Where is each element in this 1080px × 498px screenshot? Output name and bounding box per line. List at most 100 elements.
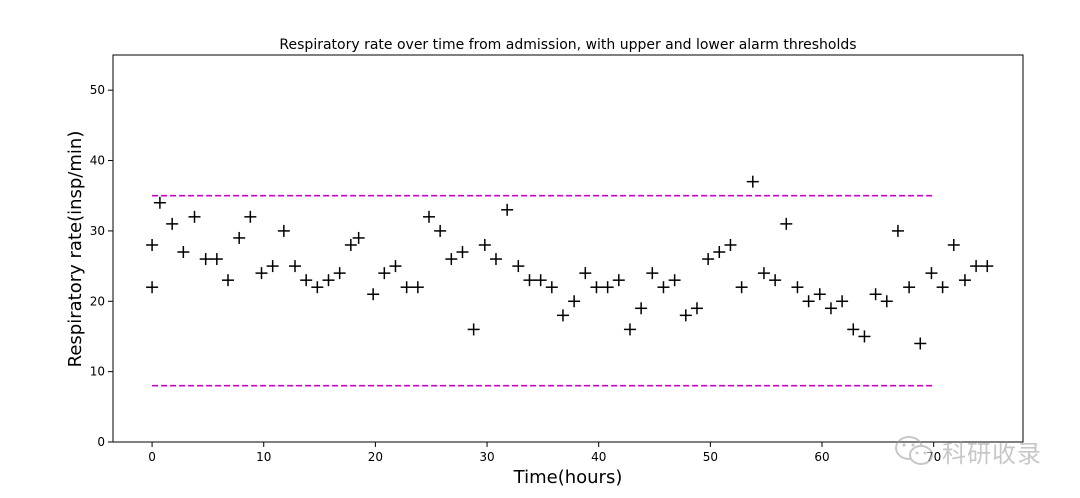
- data-point: [545, 281, 558, 294]
- data-points: [146, 175, 994, 350]
- x-tick-label: 60: [814, 450, 829, 464]
- data-point: [635, 302, 648, 315]
- data-point: [813, 288, 826, 301]
- data-point: [222, 274, 235, 287]
- data-point: [478, 238, 491, 251]
- data-point: [869, 288, 882, 301]
- y-tick-label: 40: [90, 154, 105, 168]
- y-axis: 0 10 20 30 40 50: [90, 83, 113, 449]
- data-point: [702, 253, 715, 266]
- y-tick-label: 50: [90, 83, 105, 97]
- data-point: [389, 260, 402, 273]
- data-point: [311, 281, 324, 294]
- data-point: [914, 337, 927, 350]
- data-point: [568, 295, 581, 308]
- data-point: [534, 274, 547, 287]
- data-point: [847, 323, 860, 336]
- data-point: [411, 281, 424, 294]
- watermark: 科研收录: [894, 433, 1042, 469]
- data-point: [947, 238, 960, 251]
- data-point: [153, 196, 166, 209]
- data-point: [400, 281, 413, 294]
- data-point: [146, 281, 159, 294]
- data-point: [456, 246, 469, 259]
- data-point: [333, 267, 346, 280]
- data-point: [467, 323, 480, 336]
- data-point: [501, 203, 514, 216]
- data-point: [322, 274, 335, 287]
- x-axis: 0 10 20 30 40 50 60 70: [148, 442, 941, 464]
- y-tick-label: 20: [90, 294, 105, 308]
- y-tick-label: 0: [97, 435, 105, 449]
- data-point: [668, 274, 681, 287]
- y-tick-label: 30: [90, 224, 105, 238]
- data-point: [556, 309, 569, 322]
- data-point: [880, 295, 893, 308]
- data-point: [824, 302, 837, 315]
- y-tick-label: 10: [90, 365, 105, 379]
- data-point: [289, 260, 301, 273]
- data-point: [579, 267, 592, 280]
- x-tick-label: 0: [148, 450, 156, 464]
- data-point: [146, 238, 159, 251]
- data-point: [277, 224, 290, 237]
- data-point: [769, 274, 782, 287]
- data-point: [445, 253, 458, 266]
- data-point: [434, 224, 447, 237]
- data-point: [657, 281, 670, 294]
- threshold-lines: [152, 194, 934, 387]
- data-point: [422, 210, 435, 223]
- x-tick-label: 40: [591, 450, 606, 464]
- y-axis-title: Respiratory rate(insp/min): [65, 131, 86, 368]
- data-point: [352, 231, 365, 244]
- data-point: [836, 295, 849, 308]
- data-point: [344, 238, 357, 251]
- data-point: [266, 260, 279, 273]
- data-point: [300, 274, 313, 287]
- chart-title: Respiratory rate over time from admissio…: [279, 37, 856, 53]
- data-point: [802, 295, 815, 308]
- data-point: [724, 238, 737, 251]
- data-point: [690, 302, 703, 315]
- data-point: [757, 267, 770, 280]
- data-point: [367, 288, 380, 301]
- data-point: [713, 246, 726, 259]
- data-point: [858, 330, 871, 343]
- data-point: [679, 309, 692, 322]
- data-point: [590, 281, 603, 294]
- x-tick-label: 10: [256, 450, 271, 464]
- data-point: [970, 260, 983, 273]
- x-axis-title: Time(hours): [513, 467, 623, 488]
- data-point: [981, 260, 994, 273]
- x-tick-label: 30: [479, 450, 494, 464]
- data-point: [199, 253, 212, 266]
- data-point: [601, 281, 614, 294]
- x-tick-label: 20: [368, 450, 383, 464]
- data-point: [791, 281, 804, 294]
- data-point: [780, 217, 793, 230]
- data-point: [612, 274, 625, 287]
- data-point: [255, 267, 268, 280]
- data-point: [958, 274, 971, 287]
- data-point: [903, 281, 916, 294]
- data-point: [623, 323, 636, 336]
- data-point: [925, 267, 938, 280]
- data-point: [646, 267, 659, 280]
- data-point: [177, 246, 190, 259]
- data-point: [891, 224, 904, 237]
- watermark-text: 科研收录: [942, 439, 1042, 468]
- wechat-icon: [895, 436, 933, 465]
- data-point: [936, 281, 949, 294]
- data-point: [489, 253, 502, 266]
- x-tick-label: 50: [703, 450, 718, 464]
- data-point: [735, 281, 748, 294]
- plot-area-frame: [112, 54, 1024, 443]
- data-point: [233, 231, 246, 244]
- data-point: [166, 217, 179, 230]
- data-point: [244, 210, 257, 223]
- data-point: [210, 253, 223, 266]
- data-point: [378, 267, 391, 280]
- data-point: [523, 274, 536, 287]
- data-point: [188, 210, 201, 223]
